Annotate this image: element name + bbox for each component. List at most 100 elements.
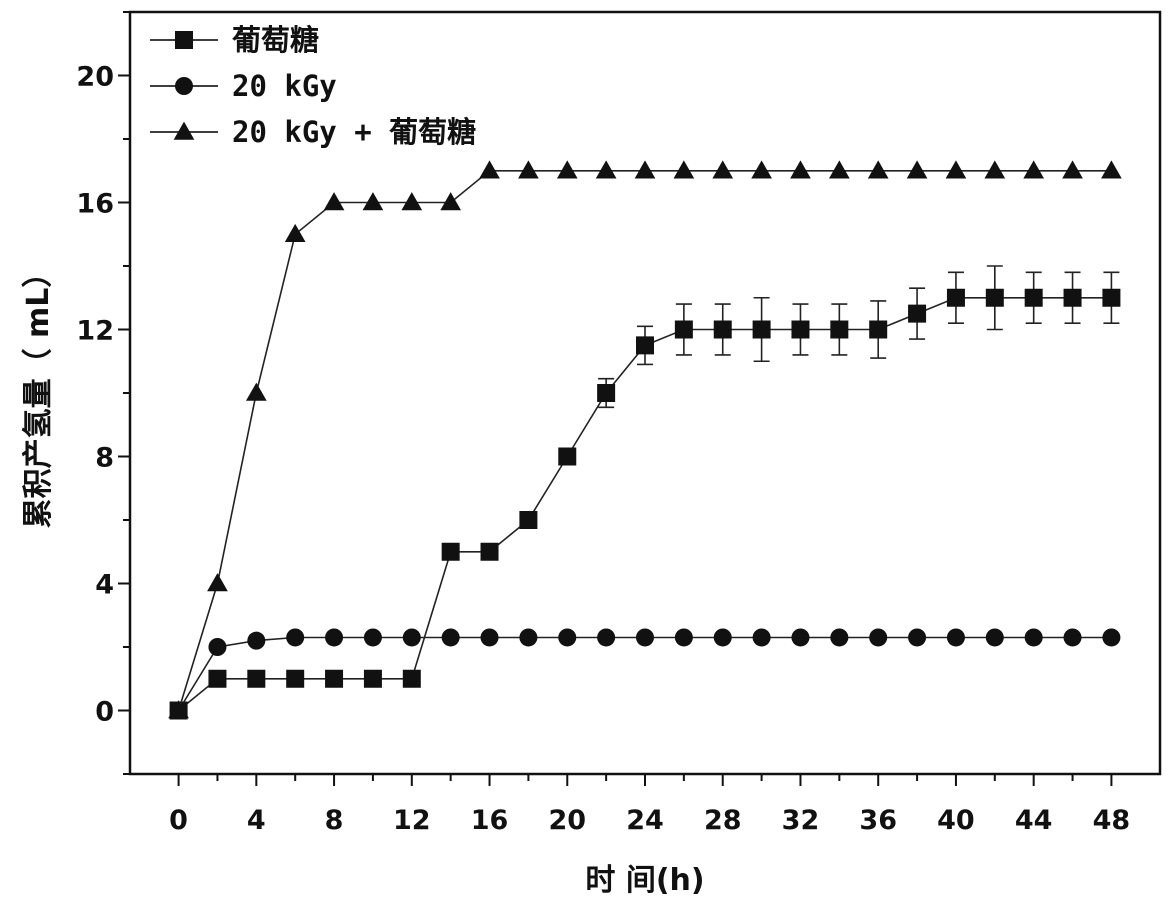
x-tick-label: 48: [1093, 805, 1131, 836]
circle-marker: [175, 77, 193, 95]
square-marker: [519, 511, 538, 529]
square-marker: [597, 384, 616, 402]
triangle-marker: [634, 160, 656, 179]
y-tick-label: 8: [95, 443, 114, 474]
square-marker: [325, 669, 344, 688]
circle-marker: [597, 628, 616, 647]
triangle-marker: [828, 160, 850, 179]
y-tick-label: 12: [76, 316, 114, 347]
square-marker: [908, 304, 927, 323]
circle-marker: [1102, 628, 1121, 647]
circle-marker: [402, 628, 421, 647]
square-marker: [752, 320, 771, 339]
x-tick-label: 20: [548, 805, 586, 836]
x-tick-label: 32: [782, 805, 820, 836]
circle-marker: [830, 628, 849, 647]
square-marker: [363, 669, 382, 688]
circle-marker: [713, 628, 732, 647]
x-tick-label: 0: [169, 805, 188, 836]
triangle-marker: [168, 700, 189, 719]
y-tick-label: 4: [95, 570, 114, 601]
circle-marker: [791, 628, 810, 647]
y-tick-label: 20: [76, 62, 114, 93]
square-marker: [1024, 288, 1043, 307]
triangle-marker: [1062, 160, 1083, 179]
triangle-marker: [556, 160, 578, 179]
x-tick-label: 44: [1015, 805, 1053, 836]
x-tick-label: 24: [626, 805, 664, 836]
triangle-marker: [984, 160, 1006, 179]
circle-marker: [869, 628, 888, 647]
circle-marker: [325, 628, 344, 647]
square-marker: [713, 320, 732, 339]
x-tick-label: 40: [937, 805, 975, 836]
triangle-marker: [867, 160, 889, 179]
circle-marker: [480, 628, 499, 647]
x-axis-title: 时 间(h): [585, 863, 704, 898]
square-marker: [1063, 288, 1082, 307]
legend: 葡萄糖 20 kGy 20 kGy + 葡萄糖: [150, 23, 476, 149]
triangle-marker: [906, 160, 928, 179]
legend-label: 葡萄糖: [232, 23, 319, 57]
circle-marker: [908, 628, 927, 647]
series-line: [177, 636, 1112, 711]
triangle-marker: [401, 192, 423, 211]
circle-marker: [441, 628, 460, 647]
circle-marker: [519, 628, 538, 647]
y-axis-title: 累积产氢量（ mL）: [21, 258, 56, 529]
series-glucose: [169, 265, 1121, 720]
square-marker: [869, 320, 888, 339]
triangle-marker: [362, 192, 384, 211]
x-tick-label: 8: [325, 805, 344, 836]
y-tick-label: 0: [95, 697, 114, 728]
square-marker: [286, 669, 305, 688]
circle-marker: [752, 628, 771, 647]
square-marker: [674, 320, 693, 339]
y-tick-label: 16: [76, 189, 114, 220]
x-tick-label: 28: [704, 805, 742, 836]
circle-marker: [286, 628, 305, 647]
triangle-marker: [173, 121, 195, 140]
triangle-marker: [1023, 160, 1045, 179]
square-marker: [441, 542, 460, 561]
circle-marker: [636, 628, 654, 647]
triangle-marker: [440, 192, 462, 211]
square-marker: [558, 447, 577, 466]
legend-label: 20 kGy + 葡萄糖: [232, 115, 476, 149]
triangle-marker: [284, 223, 306, 243]
x-tick-label: 12: [393, 805, 431, 836]
triangle-marker: [1101, 160, 1122, 179]
square-marker: [636, 336, 654, 355]
square-marker: [791, 320, 810, 339]
circle-marker: [674, 628, 693, 647]
triangle-marker: [245, 382, 267, 401]
square-marker: [208, 669, 227, 688]
square-marker: [1102, 288, 1121, 307]
triangle-marker: [673, 160, 695, 179]
square-marker: [830, 320, 849, 339]
triangle-marker: [945, 160, 967, 179]
x-tick-label: 16: [471, 805, 509, 836]
square-marker: [247, 669, 266, 688]
triangle-marker: [518, 160, 539, 179]
triangle-marker: [323, 192, 345, 211]
circle-marker: [1063, 628, 1082, 647]
circle-marker: [247, 631, 266, 650]
square-marker: [175, 31, 193, 49]
series-layer: [168, 160, 1122, 720]
circle-marker: [985, 628, 1004, 647]
square-marker: [402, 669, 421, 688]
square-marker: [985, 288, 1004, 307]
triangle-marker: [712, 160, 734, 179]
circle-marker: [208, 638, 227, 656]
circle-marker: [946, 628, 965, 647]
x-tick-label: 36: [859, 805, 897, 836]
circle-marker: [558, 628, 577, 647]
series-irradiated-glucose: [168, 160, 1122, 719]
triangle-marker: [790, 160, 811, 179]
square-marker: [480, 542, 499, 561]
series-irradiated: [169, 628, 1121, 720]
